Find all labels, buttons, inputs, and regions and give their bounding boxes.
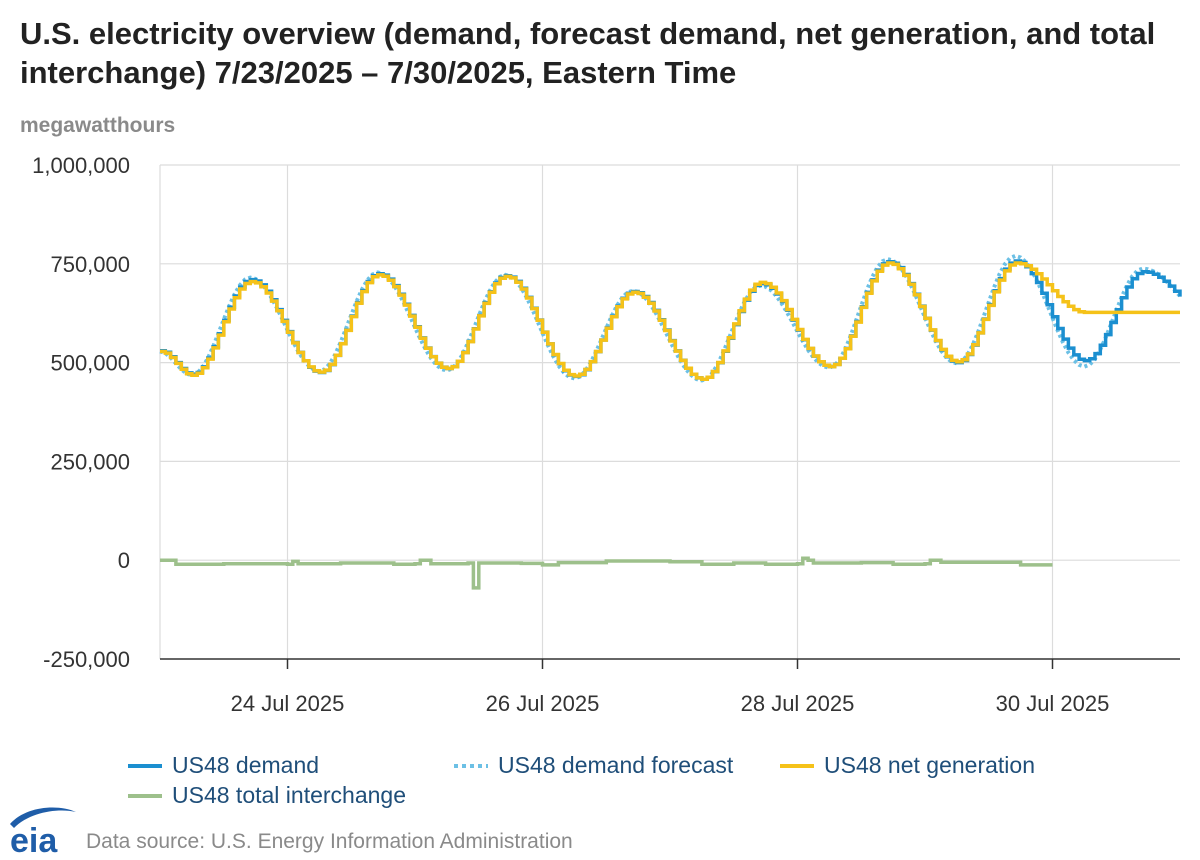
series-layer [159,253,1182,590]
y-tick-label: 1,000,000 [32,153,130,178]
legend-item-interchange[interactable]: US48 total interchange [128,782,406,809]
y-tick-label: -250,000 [43,647,130,672]
x-tick-label: 28 Jul 2025 [741,691,855,716]
grid-layer [159,164,1180,659]
y-tick-label: 500,000 [50,351,130,376]
legend-label-demand: US48 demand [172,752,320,778]
axis-layer: -250,000 0 250,000 500,000 750,000 1,000,000 2… [32,153,1180,716]
y-unit-label: megawatthours [20,114,176,137]
legend-swatch-net-generation [780,763,814,768]
x-tick-label: 26 Jul 2025 [486,691,600,716]
logo-text: eia [10,822,58,856]
legend-swatch-interchange [128,793,162,798]
y-tick-label: 250,000 [50,449,130,474]
logo-swoosh-icon [10,807,76,828]
chart-title: U.S. electricity overview (demand, forec… [20,16,1156,90]
legend-label-net-generation: US48 net generation [824,752,1035,778]
legend-label-interchange: US48 total interchange [172,782,406,808]
legend-item-net-generation[interactable]: US48 net generation [780,752,1035,779]
series-line-demand-forecast [159,253,1182,383]
series-line-net-generation [160,261,1180,381]
y-tick-label: 750,000 [50,252,130,277]
x-tick-label: 24 Jul 2025 [231,691,345,716]
data-source: Data source: U.S. Energy Information Adm… [86,830,573,853]
eia-logo: eia [10,807,76,856]
legend-item-demand[interactable]: US48 demand [128,752,319,779]
y-tick-label: 0 [118,548,130,573]
legend-swatch-forecast [454,763,488,768]
series-line-demand [160,259,1182,381]
legend-swatch-demand [128,763,162,768]
legend-label-forecast: US48 demand forecast [498,752,734,778]
legend-item-forecast[interactable]: US48 demand forecast [454,752,733,779]
series-line-total-interchange [160,556,1053,590]
x-tick-label: 30 Jul 2025 [996,691,1110,716]
